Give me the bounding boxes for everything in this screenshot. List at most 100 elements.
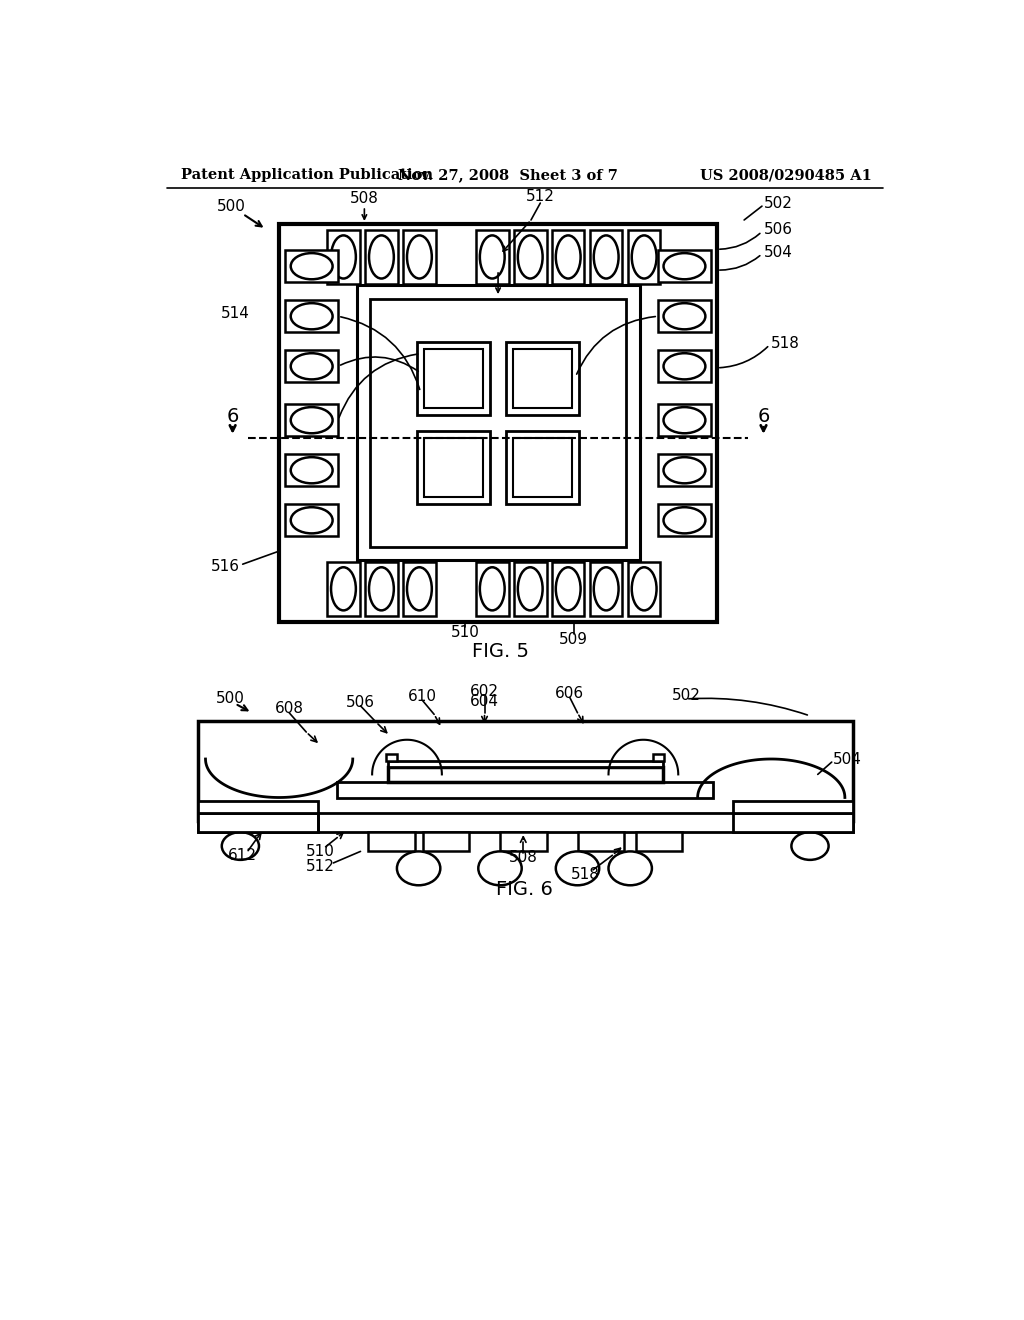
Bar — [286, 504, 338, 536]
Bar — [658, 350, 711, 383]
Ellipse shape — [556, 235, 581, 279]
Bar — [476, 230, 509, 284]
Text: 504: 504 — [834, 751, 862, 767]
Ellipse shape — [480, 568, 505, 610]
Ellipse shape — [291, 354, 333, 379]
Text: Nov. 27, 2008  Sheet 3 of 7: Nov. 27, 2008 Sheet 3 of 7 — [397, 169, 617, 182]
Bar — [337, 781, 713, 797]
Bar — [658, 249, 711, 282]
Ellipse shape — [331, 568, 356, 610]
Text: 602: 602 — [470, 684, 499, 698]
Ellipse shape — [291, 507, 333, 533]
Ellipse shape — [480, 235, 505, 279]
Ellipse shape — [407, 568, 432, 610]
Text: 504: 504 — [764, 244, 793, 260]
Bar — [386, 754, 397, 762]
Bar — [286, 404, 338, 437]
Text: FIG. 6: FIG. 6 — [497, 880, 553, 899]
Ellipse shape — [664, 507, 706, 533]
Bar — [198, 813, 853, 832]
Text: 500: 500 — [217, 198, 246, 214]
Ellipse shape — [478, 851, 521, 886]
Bar — [417, 430, 490, 504]
Text: 6: 6 — [758, 408, 770, 426]
Ellipse shape — [594, 235, 618, 279]
Bar — [370, 298, 627, 548]
Text: 518: 518 — [771, 335, 800, 351]
Text: 604: 604 — [470, 694, 499, 709]
Bar — [388, 767, 663, 781]
Text: 610: 610 — [408, 689, 437, 704]
Ellipse shape — [407, 235, 432, 279]
Bar — [366, 230, 397, 284]
Text: US 2008/0290485 A1: US 2008/0290485 A1 — [700, 169, 872, 182]
Bar — [732, 801, 853, 813]
Text: 509: 509 — [559, 632, 588, 647]
Bar — [500, 832, 547, 851]
Text: 608: 608 — [274, 701, 304, 717]
Text: 506: 506 — [346, 694, 375, 710]
Bar — [328, 562, 359, 615]
Bar — [280, 224, 717, 622]
Bar — [286, 300, 338, 333]
Bar — [388, 760, 663, 767]
Bar — [514, 230, 547, 284]
Bar — [658, 504, 711, 536]
Bar — [590, 562, 623, 615]
Text: 516: 516 — [211, 558, 241, 574]
Bar — [732, 813, 853, 832]
Text: 6: 6 — [226, 408, 239, 426]
Bar — [424, 437, 483, 496]
Bar — [658, 300, 711, 333]
Text: 506: 506 — [764, 222, 793, 236]
Bar — [658, 404, 711, 437]
Bar — [658, 454, 711, 487]
Ellipse shape — [397, 851, 440, 886]
Ellipse shape — [608, 851, 652, 886]
Text: 512: 512 — [526, 189, 555, 205]
Bar — [198, 801, 317, 813]
Ellipse shape — [556, 851, 599, 886]
Ellipse shape — [556, 568, 581, 610]
Ellipse shape — [632, 568, 656, 610]
Bar — [417, 342, 490, 416]
Text: FIG. 5: FIG. 5 — [471, 642, 528, 661]
Ellipse shape — [222, 832, 259, 859]
Ellipse shape — [664, 354, 706, 379]
Bar — [552, 230, 585, 284]
Bar — [369, 832, 415, 851]
Bar — [636, 832, 682, 851]
Ellipse shape — [664, 304, 706, 330]
Text: Patent Application Publication: Patent Application Publication — [180, 169, 433, 182]
Text: 508: 508 — [350, 191, 379, 206]
Text: 502: 502 — [764, 195, 793, 211]
Ellipse shape — [291, 457, 333, 483]
Bar — [476, 562, 509, 615]
Bar — [628, 562, 660, 615]
Bar — [356, 285, 640, 561]
Bar — [286, 350, 338, 383]
Text: 508: 508 — [509, 850, 538, 865]
Bar — [513, 348, 572, 408]
Bar — [423, 832, 469, 851]
Text: 514: 514 — [221, 306, 250, 322]
Ellipse shape — [664, 253, 706, 280]
Ellipse shape — [331, 235, 356, 279]
Bar — [590, 230, 623, 284]
Bar — [328, 230, 359, 284]
Bar — [286, 249, 338, 282]
Ellipse shape — [792, 832, 828, 859]
Bar — [403, 562, 435, 615]
Bar — [198, 813, 317, 832]
Bar — [506, 430, 580, 504]
Bar — [424, 348, 483, 408]
Bar — [366, 562, 397, 615]
Text: 502: 502 — [672, 688, 700, 704]
Text: 512: 512 — [306, 859, 335, 874]
Text: 606: 606 — [555, 686, 585, 701]
Bar — [506, 342, 580, 416]
Ellipse shape — [632, 235, 656, 279]
Text: 500: 500 — [216, 692, 245, 706]
Bar — [513, 437, 572, 496]
Text: 612: 612 — [228, 847, 257, 863]
